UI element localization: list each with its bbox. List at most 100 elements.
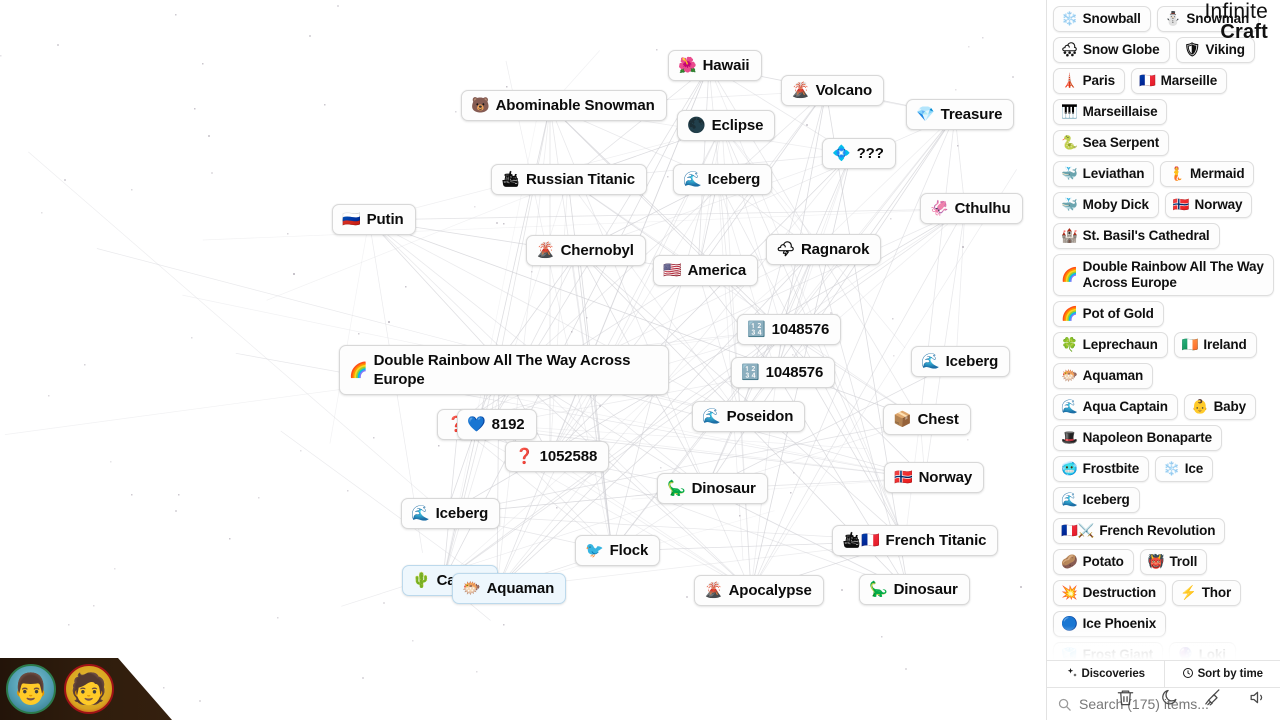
- sidebar-item[interactable]: 🥶 Frostbite: [1053, 456, 1150, 482]
- sidebar-item-emoji-icon: ⛄: [1164, 11, 1182, 27]
- canvas-card[interactable]: 🐡 Aquaman: [452, 573, 567, 604]
- sidebar-item[interactable]: ❄️ Ice: [1155, 456, 1214, 482]
- canvas-card[interactable]: 🌊 Iceberg: [673, 164, 773, 195]
- canvas-card[interactable]: 🇷🇺 Putin: [332, 204, 416, 235]
- canvas-card[interactable]: 🇺🇸 America: [653, 255, 759, 286]
- sidebar-item[interactable]: 🌈 Pot of Gold: [1053, 301, 1164, 327]
- sidebar-item[interactable]: 🎩 Napoleon Bonaparte: [1053, 425, 1222, 451]
- card-emoji-icon: 🇳🇴: [894, 469, 913, 486]
- sidebar-item[interactable]: 🐳 Moby Dick: [1053, 192, 1159, 218]
- canvas-card[interactable]: 🌋 Volcano: [781, 75, 885, 106]
- canvas-card[interactable]: 🌋 Chernobyl: [526, 235, 646, 266]
- sidebar-item[interactable]: 🌨 Snow Globe: [1053, 37, 1170, 63]
- sidebar-item[interactable]: 🎹 Marseillaise: [1053, 99, 1168, 125]
- sidebar-item-emoji-icon: 🌈: [1061, 267, 1078, 283]
- logo-line-1: Infinite: [1204, 0, 1268, 23]
- canvas-card[interactable]: 🔢 1048576: [731, 357, 836, 388]
- card-emoji-icon: 🐡: [462, 580, 481, 597]
- sidebar-item[interactable]: 🛡 Viking: [1175, 37, 1255, 63]
- canvas-card[interactable]: ❓ 1052588: [505, 441, 610, 472]
- canvas-card[interactable]: 🌊 Iceberg: [911, 346, 1011, 377]
- sidebar-item[interactable]: 🧊 Frost Giant: [1053, 642, 1164, 660]
- sidebar-item-emoji-icon: 🧊: [1061, 647, 1078, 660]
- sidebar-item[interactable]: 🏰 St. Basil's Cathedral: [1053, 223, 1220, 249]
- sidebar-item[interactable]: ⛄ Snowman: [1156, 6, 1260, 32]
- sidebar-item[interactable]: 🇳🇴 Norway: [1164, 192, 1253, 218]
- sidebar-item[interactable]: 🔮 Loki: [1169, 642, 1236, 660]
- sidebar-item-label: Ice: [1184, 461, 1204, 476]
- canvas-card[interactable]: 🇳🇴 Norway: [884, 462, 985, 493]
- card-emoji-icon: 🛳: [501, 171, 520, 188]
- sidebar-item[interactable]: 🇮🇪 Ireland: [1173, 332, 1257, 358]
- sidebar-item[interactable]: 🌊 Iceberg: [1053, 487, 1140, 513]
- card-label: Double Rainbow All The Way Across Europe: [373, 352, 631, 388]
- sidebar-item-label: Mermaid: [1190, 166, 1245, 181]
- trash-icon[interactable]: [1110, 682, 1140, 712]
- canvas-card[interactable]: 🛳🇫🇷 French Titanic: [832, 525, 999, 556]
- canvas-card[interactable]: 💙 8192: [457, 409, 537, 440]
- card-label: Ragnarok: [800, 241, 870, 258]
- canvas-card[interactable]: 💠???: [822, 138, 896, 169]
- card-emoji-icon: 📦: [893, 411, 912, 428]
- canvas-card[interactable]: 🌊 Poseidon: [692, 401, 806, 432]
- sidebar-item[interactable]: 🗼 Paris: [1053, 68, 1125, 94]
- sidebar-item[interactable]: 💥 Destruction: [1053, 580, 1167, 606]
- moon-icon[interactable]: [1154, 682, 1184, 712]
- sidebar-item[interactable]: 👹 Troll: [1139, 549, 1208, 575]
- crafting-canvas[interactable]: 🌺 Hawaii 🌋 Volcano 🐻 Abominable Snowman 🌑 Eclip…: [0, 0, 1046, 720]
- sidebar-item-label: Ice Phoenix: [1082, 616, 1157, 631]
- sidebar-item-label: Troll: [1169, 554, 1198, 569]
- sidebar-item-label: French Revolution: [1099, 523, 1216, 538]
- app-logo: Infinite Craft: [1204, 0, 1268, 42]
- sidebar-item[interactable]: 🐍 Sea Serpent: [1053, 130, 1170, 156]
- sidebar-item[interactable]: 🐳 Leviathan: [1053, 161, 1155, 187]
- player-avatar-1[interactable]: 👨: [6, 664, 56, 714]
- canvas-card[interactable]: 💎 Treasure: [906, 99, 1015, 130]
- broom-icon[interactable]: [1198, 682, 1228, 712]
- sidebar-item[interactable]: 🧜 Mermaid: [1160, 161, 1255, 187]
- canvas-card[interactable]: 📦 Chest: [883, 404, 971, 435]
- canvas-card[interactable]: 🐦 Flock: [575, 535, 661, 566]
- card-label: ???: [856, 145, 884, 162]
- canvas-card[interactable]: 🌑 Eclipse: [677, 110, 776, 141]
- canvas-card[interactable]: 🦑 Cthulhu: [920, 193, 1023, 224]
- sidebar-item[interactable]: 🔵 Ice Phoenix: [1053, 611, 1167, 637]
- sidebar-item[interactable]: 🌊 Aqua Captain: [1053, 394, 1178, 420]
- canvas-card[interactable]: 🌺 Hawaii: [668, 50, 762, 81]
- card-label: Eclipse: [711, 117, 764, 134]
- canvas-card[interactable]: 🌩 Ragnarok: [766, 234, 882, 265]
- canvas-card[interactable]: 🌊 Iceberg: [401, 498, 501, 529]
- sidebar-item[interactable]: ⚡ Thor: [1172, 580, 1242, 606]
- card-label: Flock: [609, 542, 649, 559]
- tab-sort-by-time-label: Sort by time: [1197, 668, 1263, 680]
- speaker-icon[interactable]: [1242, 682, 1272, 712]
- sidebar-item[interactable]: 🌈 Double Rainbow All The Way Across Europ…: [1053, 254, 1274, 296]
- sidebar-item[interactable]: 🐡 Aquaman: [1053, 363, 1154, 389]
- sidebar-item-label: Norway: [1194, 197, 1243, 212]
- canvas-card[interactable]: 🌋 Apocalypse: [694, 575, 824, 606]
- player-avatar-2[interactable]: 🧑: [64, 664, 114, 714]
- sidebar-item[interactable]: 🍀 Leprechaun: [1053, 332, 1168, 358]
- sidebar-item-emoji-icon: 🐍: [1061, 135, 1078, 151]
- tab-discoveries[interactable]: Discoveries: [1047, 661, 1164, 687]
- sidebar-item[interactable]: ❄️ Snowball: [1053, 6, 1151, 32]
- sidebar-item-emoji-icon: 🥶: [1061, 461, 1078, 477]
- canvas-card[interactable]: 🦕 Dinosaur: [859, 574, 970, 605]
- card-emoji-icon: 🦑: [930, 200, 949, 217]
- canvas-card[interactable]: 🐻 Abominable Snowman: [461, 90, 667, 121]
- sidebar-item[interactable]: 👶 Baby: [1183, 394, 1256, 420]
- card-emoji-icon: 🌋: [704, 582, 723, 599]
- sidebar-item[interactable]: 🇫🇷⚔️ French Revolution: [1053, 518, 1226, 544]
- canvas-card[interactable]: 🦕 Dinosaur: [657, 473, 768, 504]
- sidebar-item[interactable]: 🇫🇷 Marseille: [1130, 68, 1228, 94]
- canvas-card[interactable]: 🔢 1048576: [737, 314, 842, 345]
- canvas-card[interactable]: 🌈 Double Rainbow All The Way Across Europ…: [339, 345, 669, 395]
- sparkle-icon: [1066, 667, 1078, 682]
- sidebar-item-label: Viking: [1205, 42, 1246, 57]
- card-emoji-icon: ❓: [515, 448, 534, 465]
- item-list-scroll[interactable]: ❄️ Snowball ⛄ Snowman 🌨 Snow Globe 🛡 Viking 🗼 Par…: [1047, 0, 1280, 660]
- tab-sort-by-time[interactable]: Sort by time: [1163, 661, 1280, 687]
- sidebar-item[interactable]: 🥔 Potato: [1053, 549, 1134, 575]
- card-emoji-icon: 🇺🇸: [663, 262, 682, 279]
- canvas-card[interactable]: 🛳 Russian Titanic: [491, 164, 648, 195]
